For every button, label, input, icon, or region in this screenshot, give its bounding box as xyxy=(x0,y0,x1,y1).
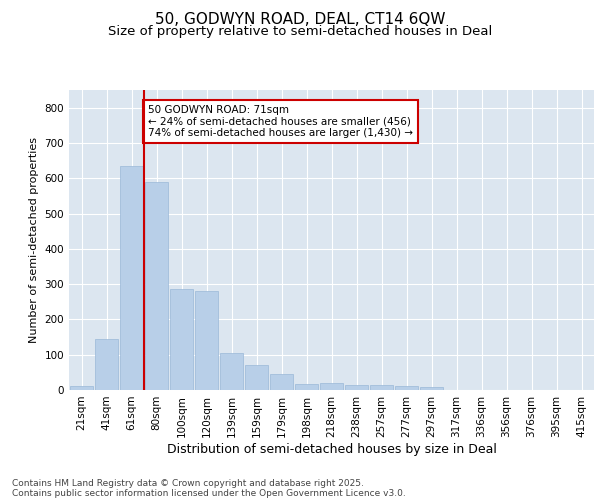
Bar xyxy=(420,387,443,390)
Text: Contains public sector information licensed under the Open Government Licence v3: Contains public sector information licen… xyxy=(12,488,406,498)
Bar xyxy=(270,374,293,390)
Text: 50 GODWYN ROAD: 71sqm
← 24% of semi-detached houses are smaller (456)
74% of sem: 50 GODWYN ROAD: 71sqm ← 24% of semi-deta… xyxy=(148,105,413,138)
Bar xyxy=(95,339,118,390)
Text: Contains HM Land Registry data © Crown copyright and database right 2025.: Contains HM Land Registry data © Crown c… xyxy=(12,478,364,488)
Bar xyxy=(345,384,368,390)
Bar xyxy=(295,384,318,390)
Bar xyxy=(70,386,93,390)
Bar xyxy=(120,166,143,390)
Bar xyxy=(395,386,418,390)
Bar xyxy=(195,291,218,390)
Text: 50, GODWYN ROAD, DEAL, CT14 6QW: 50, GODWYN ROAD, DEAL, CT14 6QW xyxy=(155,12,445,28)
Bar xyxy=(320,383,343,390)
Bar xyxy=(370,384,393,390)
Y-axis label: Number of semi-detached properties: Number of semi-detached properties xyxy=(29,137,39,343)
Bar xyxy=(220,353,243,390)
Bar xyxy=(145,182,168,390)
Bar xyxy=(170,290,193,390)
Text: Size of property relative to semi-detached houses in Deal: Size of property relative to semi-detach… xyxy=(108,25,492,38)
Bar xyxy=(245,366,268,390)
X-axis label: Distribution of semi-detached houses by size in Deal: Distribution of semi-detached houses by … xyxy=(167,442,496,456)
